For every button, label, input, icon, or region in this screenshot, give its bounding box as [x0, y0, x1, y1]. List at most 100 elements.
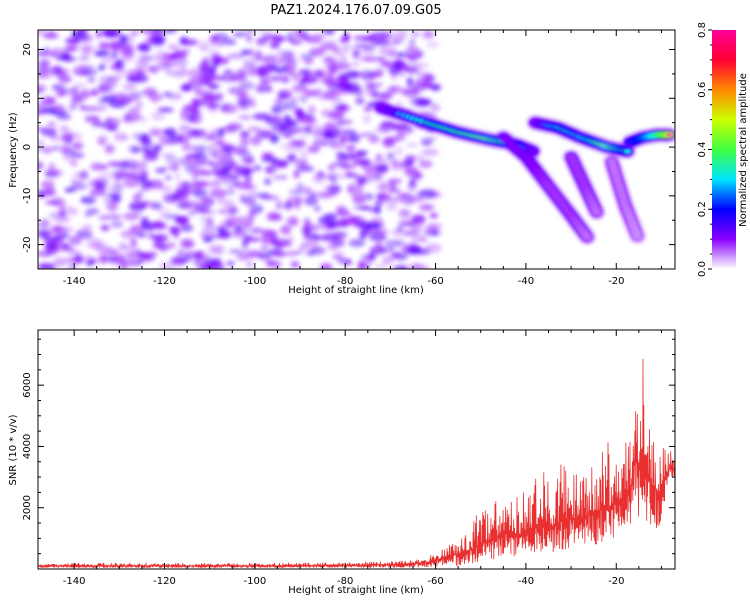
noise-blob [256, 70, 267, 77]
noise-blob [187, 113, 198, 123]
noise-blob [385, 202, 398, 211]
noise-blob [122, 84, 137, 90]
feature-peak [624, 149, 631, 154]
noise-blob [169, 226, 180, 235]
noise-blob [246, 250, 263, 258]
noise-blob [301, 226, 310, 234]
noise-blob [161, 138, 170, 144]
noise-blob [222, 126, 237, 132]
noise-blob [233, 70, 249, 78]
noise-blob [152, 145, 163, 151]
noise-blob [328, 163, 335, 172]
noise-blob [310, 246, 326, 255]
noise-blob [396, 226, 404, 232]
noise-blob [150, 131, 160, 137]
noise-blob [235, 166, 253, 176]
noise-blob [110, 221, 124, 228]
x-tick-label: -100 [243, 576, 266, 587]
colorbar: 0.0 0.2 0.4 0.6 0.8 Normalized spectral ampl… [697, 22, 749, 277]
noise-blob [194, 181, 210, 188]
noise-blob [38, 263, 57, 269]
noise-blob [119, 265, 128, 269]
noise-blob [243, 184, 257, 191]
noise-blob [39, 251, 54, 257]
noise-blob [299, 93, 309, 104]
feature-core-layer [376, 104, 675, 241]
noise-blob [46, 97, 54, 106]
noise-blob [274, 98, 284, 105]
noise-blob [87, 77, 96, 83]
noise-blob [210, 103, 222, 108]
noise-blob [68, 235, 83, 246]
noise-blob [51, 145, 61, 151]
noise-blob [223, 199, 235, 209]
noise-blob [128, 106, 141, 116]
noise-blob [372, 39, 390, 47]
noise-blob [333, 219, 349, 229]
noise-blob [124, 245, 140, 252]
noise-blob [312, 174, 325, 184]
spectrogram-ylabel: Frequency (Hz) [8, 112, 19, 188]
noise-blob [374, 263, 388, 269]
noise-blob [163, 30, 178, 33]
noise-blob [60, 232, 70, 238]
noise-blob [408, 95, 425, 105]
snr-series-line [38, 358, 675, 569]
noise-blob [380, 90, 395, 98]
noise-blob [373, 200, 385, 206]
noise-blob [423, 230, 442, 236]
noise-blob [215, 227, 226, 233]
noise-blob [206, 217, 214, 226]
noise-blob [342, 33, 351, 41]
noise-blob [381, 62, 392, 67]
noise-blob [90, 187, 107, 197]
noise-blob [384, 196, 403, 204]
noise-blob [418, 159, 433, 169]
feature-body [591, 208, 602, 217]
noise-blob [38, 88, 42, 94]
noise-blob [273, 34, 285, 43]
noise-blob [42, 32, 59, 39]
noise-blob [322, 192, 338, 197]
noise-blob [241, 238, 249, 249]
noise-blob [409, 240, 418, 247]
noise-blob [206, 262, 225, 269]
noise-blob [58, 125, 70, 132]
noise-blob [98, 83, 114, 94]
noise-blob [391, 62, 409, 70]
noise-blob [344, 70, 359, 80]
noise-blob [394, 251, 408, 261]
noise-blob [93, 178, 110, 188]
noise-blob [276, 50, 294, 56]
noise-blob [424, 72, 433, 79]
noise-blob [337, 258, 352, 264]
noise-blob [105, 214, 123, 220]
noise-blob [245, 34, 253, 44]
noise-blob [43, 46, 51, 54]
noise-blob [351, 62, 360, 67]
noise-blob [298, 150, 310, 156]
noise-blob [49, 225, 67, 235]
noise-blob [363, 193, 374, 201]
noise-blob [376, 193, 384, 202]
noise-blob [87, 259, 98, 264]
noise-blob [120, 230, 138, 239]
noise-blob [389, 135, 405, 142]
noise-blob [38, 140, 45, 146]
noise-blob [215, 176, 230, 185]
noise-blob [228, 249, 244, 254]
noise-blob [348, 133, 360, 143]
noise-blob [429, 83, 442, 92]
noise-blob [409, 38, 416, 49]
noise-blob [329, 175, 338, 184]
spectrogram-frame [37, 29, 676, 270]
noise-blob [351, 190, 366, 201]
noise-blob [405, 245, 424, 255]
noise-blob [343, 151, 360, 161]
noise-blob [252, 113, 271, 121]
noise-blob [348, 238, 366, 247]
noise-blob [97, 171, 115, 181]
noise-blob [173, 50, 184, 56]
noise-blob [132, 193, 142, 203]
noise-blob [134, 170, 141, 177]
